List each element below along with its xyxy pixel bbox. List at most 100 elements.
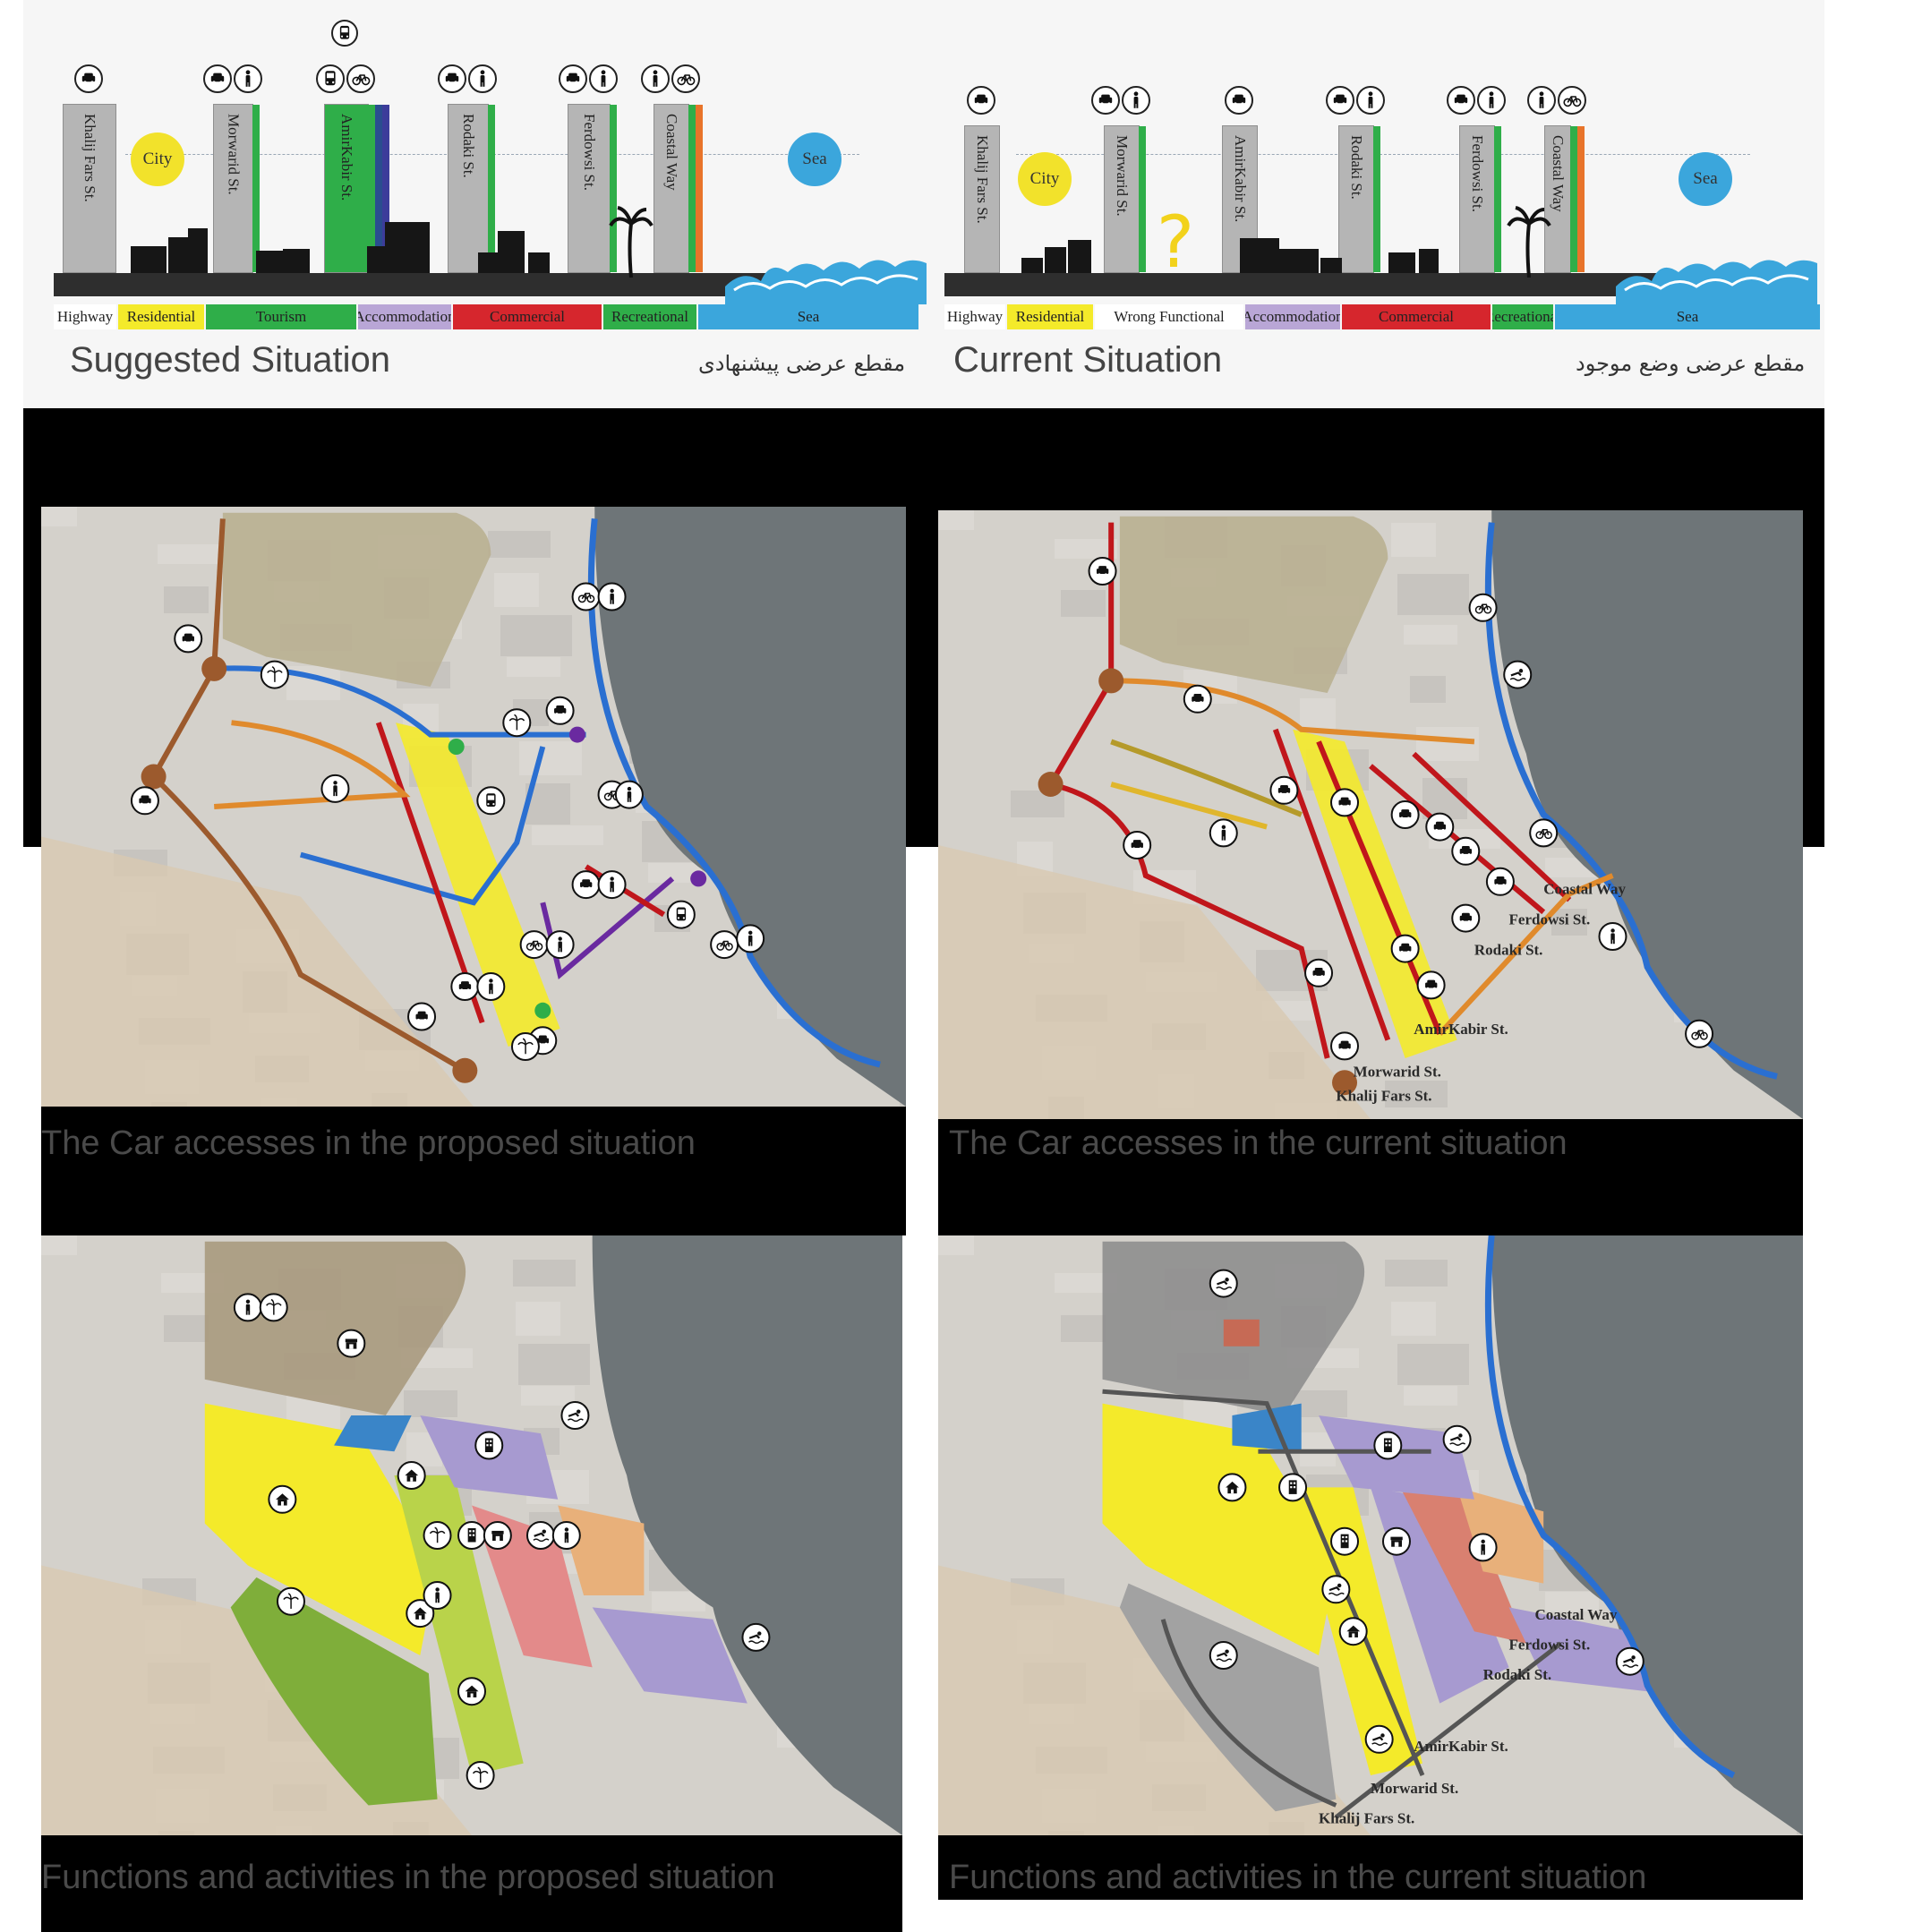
legend-tourism: Tourism [206, 304, 356, 329]
swim-icon-circle [525, 1521, 555, 1550]
bicycle-icon [671, 64, 700, 93]
street-name: Khalij Fars St. [974, 135, 991, 224]
pedestrian-icon [1477, 86, 1506, 115]
bus-icon-glyph [676, 907, 687, 921]
street-label: Rodaki St. [1474, 941, 1543, 958]
bicycle-icon-glyph [1691, 1030, 1708, 1040]
street-column: Rodaki St. [448, 104, 495, 273]
legend-wrong-functional: Wrong Functional [1095, 304, 1243, 329]
car-icon-glyph [458, 981, 472, 992]
access-route [211, 518, 226, 670]
swim-icon-circle [1209, 1269, 1238, 1298]
swim-icon [1442, 1424, 1472, 1454]
city-marker: City [131, 133, 184, 186]
urban-block [1404, 1386, 1457, 1406]
car-icon [1390, 934, 1420, 963]
urban-block [404, 1390, 457, 1417]
legend-sea: Sea [1555, 304, 1820, 329]
street-name: Ferdowsi St. [581, 114, 598, 191]
street-column: Ferdowsi St. [1459, 125, 1501, 273]
hotel-icon-glyph [1288, 1480, 1297, 1494]
urban-block [1055, 539, 1117, 559]
car-icon-glyph [1277, 784, 1291, 796]
home-icon-glyph [1226, 1481, 1239, 1494]
coastal-route [587, 518, 881, 1068]
suggested-cross-section: Khalij Fars St. Morwarid St. AmirKabir St.… [54, 18, 931, 394]
commercial-zone [1388, 1463, 1526, 1644]
car-icon [1304, 958, 1334, 987]
shop-icon-glyph [1390, 1536, 1403, 1547]
pedestrian-icon-glyph [1481, 1539, 1485, 1555]
palm-icon-glyph [508, 714, 525, 731]
swim-icon-circle [741, 1622, 771, 1652]
car-icon-glyph [182, 633, 194, 644]
car-icon-glyph [1096, 566, 1109, 577]
street-label: Rodaki St. [1483, 1666, 1552, 1683]
coastal-route [1484, 1235, 1736, 1779]
current-subtitle: مقطع عرضی وضع موجود [1576, 351, 1806, 376]
palm-icon-glyph [517, 1038, 534, 1055]
building-silhouette [498, 231, 525, 273]
street-column: Rodaki St. [1338, 125, 1380, 273]
pedestrian-icon [614, 780, 644, 809]
sight-line [1016, 154, 1750, 155]
legend-accommodation: Accommodation [1245, 304, 1340, 329]
street-label: Coastal Way [1543, 880, 1626, 897]
home-icon [397, 1461, 426, 1490]
urban-block [158, 544, 220, 564]
home-icon [1338, 1617, 1368, 1646]
palm-icon [276, 1586, 305, 1616]
sea-marker: Sea [1679, 152, 1732, 206]
sea-waves [725, 251, 927, 304]
roundabout-node [1332, 1070, 1358, 1096]
swim-icon-glyph [747, 1631, 765, 1645]
pedestrian-icon [320, 774, 350, 803]
urban-block [41, 1235, 77, 1255]
street-label: AmirKabir St. [1414, 1021, 1508, 1038]
swim-icon-glyph [1328, 1583, 1345, 1596]
car-icon [1183, 684, 1212, 714]
urban-block [1391, 523, 1436, 557]
car-icon [1451, 836, 1481, 866]
urban-block [521, 1386, 575, 1406]
bicycle-icon [1558, 86, 1586, 115]
pedestrian-icon [641, 64, 670, 93]
legend-residential: Residential [1007, 304, 1093, 329]
urban-block [1300, 698, 1336, 732]
bicycle-icon [1685, 1019, 1714, 1048]
access-route [1110, 782, 1268, 830]
building-silhouette [283, 249, 310, 273]
roundabout-node [1038, 772, 1064, 797]
urban-block [1294, 1390, 1347, 1417]
bus-icon [316, 64, 345, 93]
pedestrian-icon-glyph [489, 979, 493, 995]
legend-recreational: Recreational [603, 304, 696, 329]
building-silhouette [1419, 249, 1439, 273]
pedestrian-icon-glyph [1610, 928, 1615, 945]
home-icon [1217, 1473, 1247, 1502]
palm-icon-glyph [472, 1766, 489, 1783]
legend-residential: Residential [118, 304, 204, 329]
street-column: Ferdowsi St. [568, 104, 617, 273]
lane-stripe [382, 105, 389, 272]
pedestrian-icon [1209, 818, 1238, 848]
lane-stripe [375, 105, 382, 272]
bus-icon [666, 900, 696, 929]
swim-icon [1615, 1646, 1644, 1676]
separator-block [938, 1119, 1803, 1235]
street-name: AmirKabir St. [1232, 135, 1249, 223]
pedestrian-icon [476, 972, 506, 1001]
network-line [1160, 1619, 1337, 1808]
map-car-access-proposed [41, 507, 906, 1107]
building-silhouette [188, 228, 208, 273]
swim-icon [560, 1401, 590, 1430]
car-icon [438, 64, 466, 93]
home-icon-glyph [1346, 1625, 1361, 1637]
hotel-icon-glyph [467, 1527, 476, 1543]
palm-icon-glyph [429, 1526, 446, 1543]
car-icon [130, 786, 159, 816]
swim-icon-circle [1615, 1646, 1644, 1676]
street-name: Coastal Way [1550, 135, 1567, 212]
pedestrian-icon [597, 582, 627, 611]
lane-stripe [610, 105, 617, 272]
